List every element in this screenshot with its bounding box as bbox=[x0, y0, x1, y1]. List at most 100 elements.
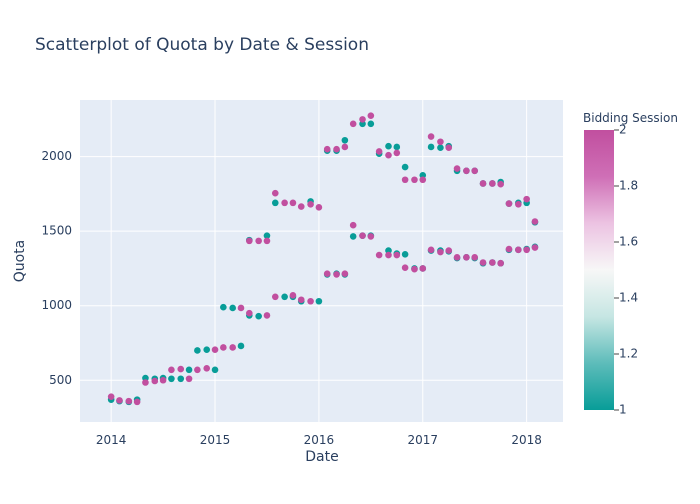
data-point bbox=[445, 144, 453, 152]
colorbar-tick-label: 2 bbox=[619, 123, 627, 137]
colorbar: Bidding Session 1 1.2 1.4 1.6 1.8 2 bbox=[583, 111, 678, 417]
data-point bbox=[427, 143, 435, 151]
y-tick-label: 1500 bbox=[41, 224, 72, 238]
data-point bbox=[125, 397, 133, 405]
data-point bbox=[289, 199, 297, 207]
x-tick-label: 2017 bbox=[408, 433, 439, 447]
data-point bbox=[323, 145, 331, 153]
data-point bbox=[194, 347, 201, 354]
colorbar-tick-label: 1.4 bbox=[619, 291, 638, 305]
data-point bbox=[237, 342, 245, 350]
data-point bbox=[263, 312, 271, 319]
data-point bbox=[523, 246, 530, 254]
data-point bbox=[497, 180, 504, 188]
data-point bbox=[437, 248, 444, 256]
colorbar-scale bbox=[584, 130, 614, 410]
data-point bbox=[401, 176, 409, 184]
data-point bbox=[453, 165, 461, 172]
data-point bbox=[168, 375, 175, 383]
data-point bbox=[281, 293, 288, 301]
data-point bbox=[359, 116, 366, 123]
data-point bbox=[220, 344, 227, 351]
data-point bbox=[419, 176, 427, 184]
data-point bbox=[211, 346, 219, 353]
data-point bbox=[367, 112, 375, 119]
x-tick-label: 2016 bbox=[304, 433, 335, 447]
data-point bbox=[349, 221, 357, 229]
y-axis-title: Quota bbox=[12, 240, 28, 283]
data-point bbox=[333, 271, 340, 278]
colorbar-title: Bidding Session bbox=[583, 111, 678, 125]
data-point bbox=[385, 142, 392, 150]
data-point bbox=[185, 375, 193, 383]
data-point bbox=[401, 250, 409, 258]
data-point bbox=[471, 167, 479, 175]
data-point bbox=[411, 176, 418, 184]
data-point bbox=[393, 251, 401, 259]
data-point bbox=[307, 201, 314, 208]
data-point bbox=[116, 397, 123, 404]
data-point bbox=[168, 366, 175, 374]
data-point bbox=[177, 375, 185, 383]
data-point bbox=[341, 136, 349, 144]
data-point bbox=[479, 180, 487, 187]
data-point bbox=[385, 151, 392, 159]
data-point bbox=[463, 253, 470, 261]
x-axis-title: Date bbox=[305, 449, 338, 465]
data-point bbox=[271, 189, 279, 197]
data-point bbox=[246, 309, 253, 317]
data-point bbox=[393, 143, 401, 151]
data-point bbox=[203, 346, 211, 353]
data-point bbox=[463, 167, 470, 175]
data-point bbox=[531, 244, 539, 251]
colorbar-tick-label: 1.2 bbox=[619, 347, 638, 361]
data-point bbox=[203, 365, 211, 372]
data-point bbox=[323, 270, 331, 277]
x-tick-label: 2015 bbox=[200, 433, 231, 447]
colorbar-tick-label: 1.8 bbox=[619, 179, 638, 193]
data-point bbox=[220, 303, 227, 311]
data-point bbox=[505, 200, 513, 207]
data-point bbox=[229, 304, 236, 312]
data-point bbox=[177, 365, 185, 373]
data-points bbox=[107, 112, 539, 406]
data-point bbox=[211, 366, 219, 374]
data-point bbox=[367, 120, 375, 128]
data-point bbox=[489, 180, 496, 187]
data-point bbox=[505, 245, 513, 253]
data-point bbox=[271, 199, 279, 207]
data-point bbox=[479, 259, 487, 266]
colorbar-tick-label: 1 bbox=[619, 403, 627, 417]
data-point bbox=[497, 259, 504, 267]
data-point bbox=[289, 291, 297, 299]
data-point bbox=[471, 253, 479, 261]
data-point bbox=[427, 133, 435, 140]
data-point bbox=[401, 264, 409, 272]
data-point bbox=[263, 232, 271, 239]
x-tick-label: 2018 bbox=[511, 433, 542, 447]
data-point bbox=[401, 163, 409, 171]
data-point bbox=[297, 203, 305, 210]
data-point bbox=[523, 195, 530, 203]
data-point bbox=[341, 270, 349, 277]
data-point bbox=[297, 296, 305, 304]
data-point bbox=[133, 398, 141, 406]
data-point bbox=[375, 251, 383, 259]
data-point bbox=[185, 366, 193, 374]
data-point bbox=[367, 233, 375, 240]
data-point bbox=[489, 259, 496, 266]
data-point bbox=[385, 251, 392, 259]
data-point bbox=[333, 145, 340, 153]
data-point bbox=[531, 218, 539, 225]
y-tick-label: 2000 bbox=[41, 149, 72, 163]
data-point bbox=[271, 293, 279, 301]
data-point bbox=[246, 237, 253, 245]
colorbar-tick-label: 1.6 bbox=[619, 235, 638, 249]
data-point bbox=[159, 376, 167, 384]
data-point bbox=[375, 148, 383, 155]
data-point bbox=[263, 237, 271, 245]
data-point bbox=[419, 265, 427, 272]
data-point bbox=[237, 304, 245, 312]
